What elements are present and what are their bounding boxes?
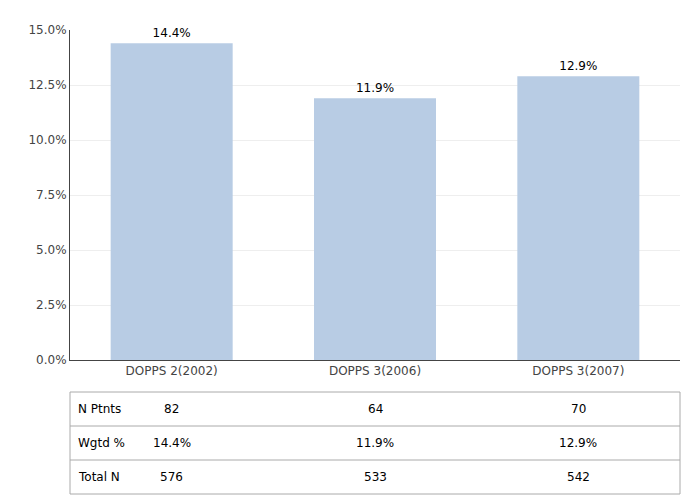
svg-text:82: 82 [164, 402, 179, 416]
svg-text:DOPPS 3(2006): DOPPS 3(2006) [329, 364, 421, 378]
svg-text:576: 576 [160, 470, 183, 484]
svg-text:DOPPS 3(2007): DOPPS 3(2007) [532, 364, 624, 378]
svg-text:11.9%: 11.9% [356, 436, 394, 450]
svg-text:15.0%: 15.0% [28, 23, 66, 37]
svg-text:7.5%: 7.5% [36, 188, 67, 202]
svg-text:10.0%: 10.0% [28, 133, 66, 147]
svg-text:Total N: Total N [78, 470, 120, 484]
svg-text:542: 542 [567, 470, 590, 484]
svg-text:5.0%: 5.0% [36, 243, 67, 257]
svg-text:0.0%: 0.0% [36, 353, 67, 367]
svg-text:DOPPS 2(2002): DOPPS 2(2002) [126, 364, 218, 378]
svg-text:11.9%: 11.9% [356, 81, 394, 95]
svg-text:14.4%: 14.4% [153, 436, 191, 450]
svg-text:64: 64 [368, 402, 383, 416]
svg-text:Wgtd %: Wgtd % [78, 436, 125, 450]
svg-text:12.9%: 12.9% [559, 59, 597, 73]
svg-text:2.5%: 2.5% [36, 298, 67, 312]
svg-text:533: 533 [364, 470, 387, 484]
svg-text:12.9%: 12.9% [559, 436, 597, 450]
svg-text:12.5%: 12.5% [28, 78, 66, 92]
svg-text:70: 70 [571, 402, 586, 416]
svg-text:14.4%: 14.4% [153, 26, 191, 40]
svg-text:N Ptnts: N Ptnts [78, 402, 121, 416]
